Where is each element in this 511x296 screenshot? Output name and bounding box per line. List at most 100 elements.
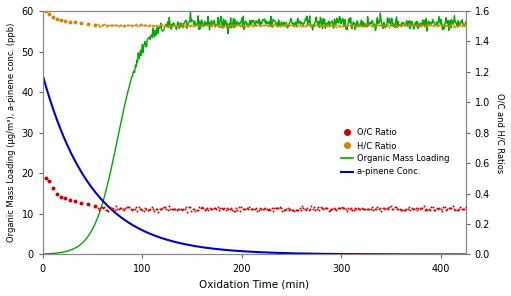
Point — [228, 207, 236, 212]
Point — [153, 207, 161, 212]
Point — [268, 22, 276, 27]
Point — [184, 205, 193, 210]
Point — [305, 207, 313, 212]
Point — [330, 23, 338, 28]
Point — [180, 24, 189, 29]
Point — [187, 23, 195, 28]
Point — [134, 23, 143, 28]
Point — [269, 23, 277, 28]
Point — [355, 206, 363, 211]
Point — [348, 208, 356, 213]
Point — [360, 23, 368, 28]
Point — [42, 176, 50, 181]
Point — [356, 206, 364, 211]
Point — [182, 23, 190, 28]
Point — [175, 22, 183, 27]
Point — [90, 203, 99, 208]
Point — [227, 23, 235, 28]
Point — [244, 24, 252, 28]
Point — [352, 207, 360, 211]
Point — [123, 204, 131, 209]
Point — [307, 203, 315, 208]
Point — [361, 207, 369, 212]
Point — [141, 23, 149, 28]
Point — [199, 205, 207, 210]
Point — [401, 207, 409, 212]
Point — [170, 206, 178, 211]
Point — [111, 208, 119, 213]
Point — [259, 23, 267, 28]
Point — [315, 207, 323, 212]
Point — [348, 24, 356, 28]
Point — [165, 23, 173, 28]
Point — [273, 206, 281, 211]
Point — [289, 23, 297, 28]
Point — [266, 207, 274, 212]
Y-axis label: O/C and H/C Ratios: O/C and H/C Ratios — [495, 93, 504, 173]
Point — [125, 23, 133, 28]
Point — [351, 23, 359, 28]
Point — [414, 24, 423, 28]
Point — [189, 24, 197, 28]
Point — [190, 22, 198, 27]
Point — [124, 22, 132, 27]
Point — [235, 22, 243, 27]
Point — [253, 22, 261, 27]
Point — [295, 205, 304, 210]
Point — [229, 208, 238, 213]
Point — [449, 204, 457, 209]
Point — [401, 23, 409, 28]
Point — [42, 9, 50, 13]
Point — [166, 206, 174, 211]
Point — [367, 207, 375, 212]
Point — [329, 23, 337, 28]
Point — [195, 204, 203, 209]
Point — [240, 24, 248, 29]
Point — [127, 23, 135, 28]
Point — [430, 22, 438, 27]
Point — [94, 205, 102, 210]
Point — [293, 208, 301, 213]
Point — [173, 24, 181, 28]
Point — [408, 23, 416, 28]
Point — [454, 207, 462, 212]
Point — [99, 206, 107, 211]
Point — [320, 206, 329, 210]
Point — [372, 207, 380, 212]
Point — [411, 22, 420, 27]
Point — [243, 206, 251, 211]
Point — [383, 205, 391, 210]
Point — [261, 206, 269, 211]
Point — [397, 208, 405, 213]
Point — [180, 207, 189, 211]
Point — [420, 23, 428, 28]
Point — [364, 23, 372, 28]
Point — [424, 23, 432, 28]
Point — [318, 206, 326, 210]
Point — [429, 23, 437, 28]
Point — [253, 208, 261, 213]
Point — [191, 23, 199, 28]
Point — [314, 204, 322, 209]
Point — [98, 205, 106, 210]
Point — [177, 23, 185, 28]
Point — [49, 185, 57, 190]
Point — [121, 23, 129, 28]
Point — [369, 23, 378, 28]
Point — [234, 22, 242, 27]
Point — [177, 207, 185, 212]
Point — [141, 205, 149, 210]
Point — [225, 207, 234, 212]
Point — [77, 200, 85, 205]
Point — [94, 22, 102, 26]
Point — [291, 207, 299, 212]
Point — [394, 207, 403, 212]
Point — [133, 23, 142, 28]
Point — [207, 23, 215, 28]
Point — [198, 23, 206, 28]
Point — [238, 204, 246, 209]
Point — [248, 206, 256, 211]
Point — [297, 23, 305, 28]
X-axis label: Oxidation Time (min): Oxidation Time (min) — [199, 279, 309, 289]
Point — [99, 22, 107, 27]
